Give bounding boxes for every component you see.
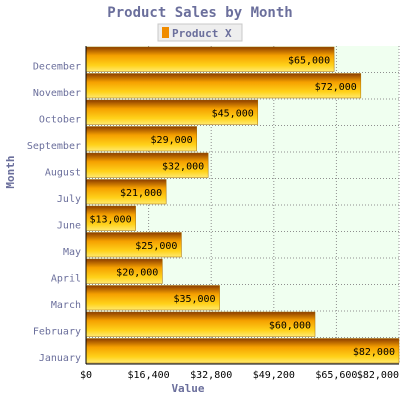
data-label-october: $45,000 <box>212 108 254 119</box>
bar-july <box>85 179 167 205</box>
data-label-september: $29,000 <box>151 135 193 146</box>
legend: Product X <box>157 23 243 42</box>
bar-april <box>85 258 163 284</box>
data-label-august: $32,000 <box>162 161 204 172</box>
data-label-december: $65,000 <box>288 55 330 66</box>
bar-june <box>85 205 136 231</box>
category-label-november: November <box>33 88 81 99</box>
data-label-july: $21,000 <box>120 188 162 199</box>
grid-lines <box>86 46 400 364</box>
category-label-september: September <box>27 141 81 152</box>
x-tick-label: $32,800 <box>190 370 232 381</box>
x-tick-label: $65,600 <box>315 370 357 381</box>
data-labels-group: $82,000 $60,000 $35,000 $20,000 $25,000 $13,0… <box>89 55 395 358</box>
bars-group <box>85 46 400 364</box>
bar-may <box>85 232 182 258</box>
category-label-may: May <box>63 247 81 258</box>
bar-september <box>85 126 197 152</box>
data-label-november: $72,000 <box>315 82 357 93</box>
data-label-january: $82,000 <box>353 347 395 358</box>
legend-box <box>157 23 243 42</box>
data-label-june: $13,000 <box>89 214 131 225</box>
category-label-february: February <box>33 326 81 337</box>
x-axis-title: Value <box>171 382 204 395</box>
x-tick-label: $82,000 <box>357 370 399 381</box>
category-label-june: June <box>57 220 81 231</box>
category-labels-group: January February March April May June July Augu… <box>27 61 81 364</box>
bar-october <box>85 99 259 125</box>
x-tick-label: $16,400 <box>128 370 170 381</box>
category-label-august: August <box>45 167 81 178</box>
category-label-march: March <box>51 300 81 311</box>
chart-title: Product Sales by Month <box>107 5 292 21</box>
data-label-april: $20,000 <box>116 267 158 278</box>
category-label-april: April <box>51 273 81 284</box>
data-label-march: $35,000 <box>173 294 215 305</box>
category-label-october: October <box>39 114 81 125</box>
data-label-may: $25,000 <box>135 241 177 252</box>
bar-january <box>85 338 400 364</box>
bar-december <box>85 46 335 72</box>
y-axis-title: Month <box>4 155 17 188</box>
x-tick-label: $49,200 <box>253 370 295 381</box>
legend-label: Product X <box>172 27 232 40</box>
bar-november <box>85 73 362 99</box>
category-label-december: December <box>33 61 81 72</box>
bar-february <box>85 311 316 337</box>
x-tick-labels-group: $0 $16,400 $32,800 $49,200 $65,600 $82,000 <box>80 370 399 381</box>
category-label-july: July <box>57 194 81 205</box>
legend-swatch <box>162 27 169 38</box>
data-label-february: $60,000 <box>269 320 311 331</box>
category-label-january: January <box>39 353 81 364</box>
x-tick-label: $0 <box>80 370 92 381</box>
